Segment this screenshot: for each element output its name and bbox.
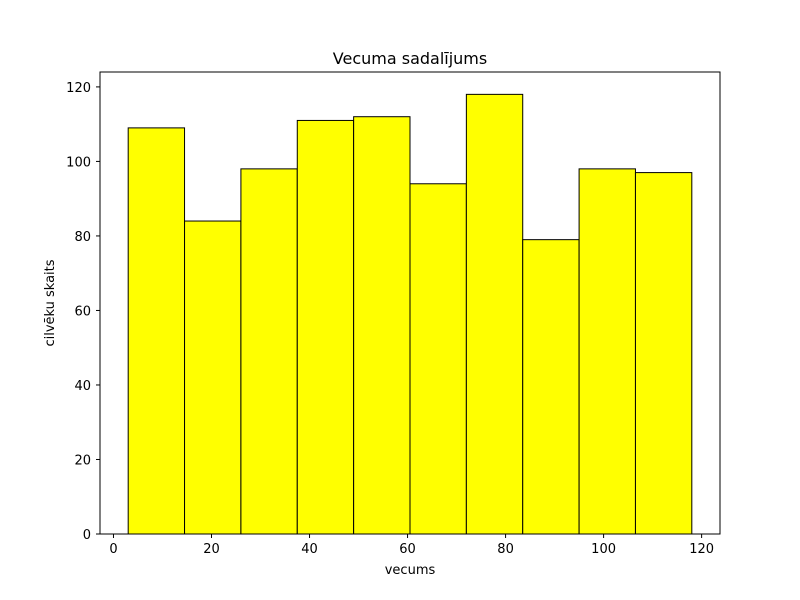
x-tick-label: 100 xyxy=(591,542,616,557)
y-tick-label: 120 xyxy=(66,81,91,96)
y-tick-label: 40 xyxy=(74,379,91,394)
y-tick-label: 20 xyxy=(74,453,91,468)
histogram-bar xyxy=(409,183,467,535)
x-tick-label: 40 xyxy=(301,542,318,557)
y-tick-label: 60 xyxy=(74,304,91,319)
histogram-bar xyxy=(634,172,693,535)
histogram-bar xyxy=(127,127,186,535)
plot-frame xyxy=(99,71,721,535)
y-axis: 0 20 40 60 80 100 120 xyxy=(66,81,100,543)
bars-group xyxy=(127,93,693,535)
y-tick-label: 100 xyxy=(66,155,91,170)
histogram-bar xyxy=(296,119,355,535)
histogram-bar xyxy=(578,168,636,535)
y-tick-label: 80 xyxy=(74,230,91,245)
x-tick-label: 0 xyxy=(109,542,117,557)
x-tick-label: 80 xyxy=(497,542,514,557)
x-axis-label: vecums xyxy=(385,563,436,578)
histogram-bar xyxy=(353,116,411,535)
x-axis: 0 20 40 60 80 100 120 xyxy=(109,534,714,557)
x-tick-label: 120 xyxy=(689,542,714,557)
chart-title: Vecuma sadalījums xyxy=(333,49,487,68)
histogram-bar xyxy=(240,168,298,535)
histogram-bar xyxy=(184,220,242,535)
histogram-bar xyxy=(465,93,524,535)
y-tick-label: 0 xyxy=(83,528,91,543)
histogram-bar xyxy=(522,239,580,535)
x-tick-label: 60 xyxy=(399,542,416,557)
x-tick-label: 20 xyxy=(203,542,220,557)
y-axis-label: cilvēku skaits xyxy=(43,259,58,346)
